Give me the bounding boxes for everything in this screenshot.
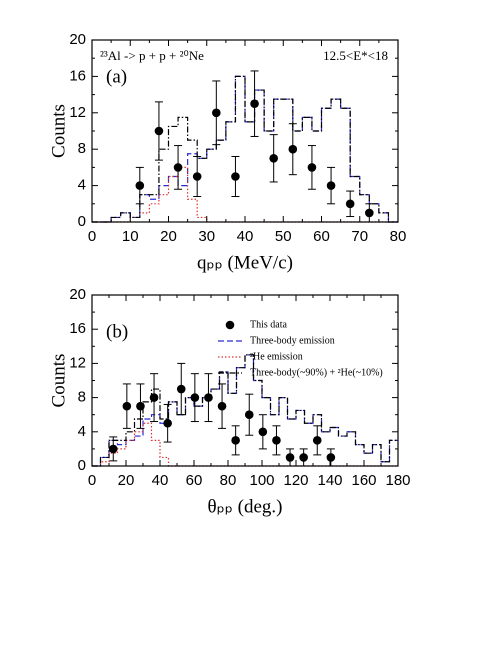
data-point (288, 144, 298, 154)
x-axis-label: θₚₚ (deg.) (208, 496, 283, 517)
x-tick-label: 0 (88, 228, 96, 245)
data-point (365, 208, 374, 218)
legend-label: ²He emission (250, 351, 303, 362)
data-point (204, 393, 213, 402)
x-tick-label: 60 (186, 472, 203, 489)
data-point (231, 172, 240, 181)
x-tick-label: 0 (88, 472, 96, 489)
x-tick-label: 180 (385, 472, 410, 489)
x-tick-label: 160 (351, 472, 376, 489)
data-point (163, 418, 172, 428)
y-tick-label: 4 (78, 177, 86, 194)
x-tick-label: 120 (283, 472, 308, 489)
x-tick-label: 10 (122, 228, 139, 245)
data-point (212, 108, 221, 118)
legend-label: Three-body emission (250, 335, 335, 346)
data-point (176, 384, 186, 394)
panel-label: (b) (106, 321, 128, 342)
histogram-step (92, 354, 398, 467)
data-point (231, 436, 240, 445)
legend-label: Three-body(~90%) + ²He(~10%) (250, 367, 383, 378)
y-tick-label: 16 (69, 67, 86, 84)
data-point (217, 401, 227, 411)
data-point (326, 181, 336, 190)
data-point (135, 181, 145, 190)
x-tick-label: 40 (152, 472, 169, 489)
y-tick-label: 16 (69, 320, 86, 337)
y-tick-label: 0 (78, 457, 86, 474)
histogram-step (92, 354, 398, 467)
histogram-step (92, 75, 398, 223)
data-point (258, 427, 268, 437)
legend-label: This data (250, 319, 287, 330)
data-point (312, 436, 322, 445)
y-tick-label: 12 (69, 104, 86, 121)
histogram-step (92, 422, 398, 467)
x-tick-label: 140 (317, 472, 342, 489)
x-tick-label: 60 (313, 228, 330, 245)
x-tick-label: 80 (220, 472, 237, 489)
data-point (149, 393, 159, 402)
data-point (326, 453, 336, 462)
annotation: ²³Al -> p + p + ²⁰Ne (100, 48, 204, 63)
legend-marker (225, 320, 235, 330)
y-tick-label: 4 (78, 423, 86, 440)
data-point (269, 154, 278, 163)
y-axis-label: Counts (48, 104, 69, 158)
data-point (345, 199, 355, 209)
y-axis-label: Counts (48, 354, 69, 408)
x-tick-label: 40 (237, 228, 254, 245)
y-tick-label: 0 (78, 213, 86, 230)
data-point (244, 410, 254, 420)
data-point (307, 163, 317, 172)
y-tick-label: 8 (78, 389, 86, 406)
x-tick-label: 20 (118, 472, 135, 489)
plot-frame (91, 294, 399, 467)
data-point (299, 453, 308, 462)
data-point (122, 401, 132, 411)
y-tick-label: 20 (69, 31, 86, 48)
x-tick-label: 100 (249, 472, 274, 489)
data-point (154, 126, 164, 136)
data-point (108, 444, 118, 454)
data-point (192, 172, 202, 181)
x-axis-label: qₚₚ (MeV/c) (197, 252, 293, 273)
data-point (272, 436, 281, 445)
x-tick-label: 50 (275, 228, 292, 245)
y-tick-label: 20 (69, 286, 86, 303)
y-tick-label: 12 (69, 354, 86, 371)
data-point (190, 393, 200, 402)
data-point (285, 453, 295, 462)
data-point (250, 99, 259, 108)
histogram-step (92, 75, 398, 223)
x-tick-label: 30 (198, 228, 215, 245)
data-point (173, 163, 183, 172)
x-tick-label: 70 (351, 228, 368, 245)
histogram-step (92, 166, 398, 223)
data-point (136, 401, 145, 411)
x-tick-label: 80 (390, 228, 407, 245)
plot-frame (91, 39, 399, 223)
x-tick-label: 20 (160, 228, 177, 245)
annotation: 12.5<E*<18 (323, 48, 388, 63)
y-tick-label: 8 (78, 140, 86, 157)
panel-label: (a) (106, 66, 127, 87)
